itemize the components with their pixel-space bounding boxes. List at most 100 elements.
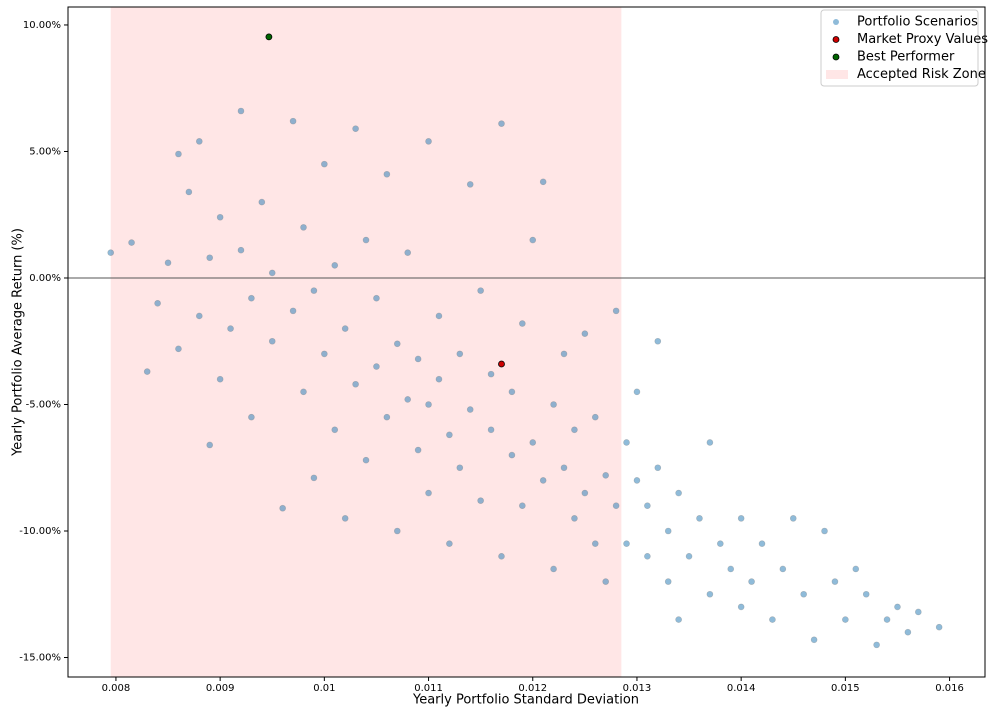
- scenario-point: [737, 603, 745, 611]
- scenario-point: [508, 388, 516, 396]
- scenario-point: [258, 198, 266, 206]
- legend-label: Portfolio Scenarios: [857, 15, 978, 30]
- scenario-point: [414, 355, 422, 363]
- scenario-point: [237, 107, 245, 115]
- scenario-point: [154, 299, 161, 307]
- scenario-point: [758, 540, 766, 547]
- scenario-point: [487, 370, 495, 378]
- scenario-point: [706, 590, 714, 598]
- scenario-point: [664, 527, 672, 535]
- scenario-point: [268, 337, 276, 345]
- legend-label: Market Proxy Values: [857, 32, 988, 47]
- scenario-point: [508, 451, 516, 459]
- scenario-point: [560, 464, 568, 472]
- scenario-point: [300, 388, 307, 396]
- scenario-point: [904, 628, 912, 636]
- scenario-point: [560, 350, 568, 358]
- x-tick-label: 0.011: [414, 683, 443, 694]
- scenario-point: [446, 431, 453, 439]
- legend-label: Accepted Risk Zone: [857, 67, 986, 82]
- scenario-point: [404, 249, 412, 256]
- scenario-point: [873, 641, 880, 649]
- scenario-point: [675, 489, 682, 497]
- scenario-point: [831, 578, 839, 585]
- scenario-point: [248, 413, 255, 421]
- scenario-point: [633, 477, 641, 484]
- legend-marker: [833, 19, 839, 25]
- scenario-point: [362, 456, 370, 464]
- scenario-point: [654, 337, 662, 345]
- scenario-point: [654, 464, 662, 472]
- scenario-point: [466, 181, 474, 188]
- scenario-point: [466, 406, 474, 413]
- scenario-point: [331, 262, 339, 269]
- scenario-point: [852, 565, 860, 573]
- scenario-point: [800, 590, 807, 598]
- scenario-point: [696, 515, 703, 522]
- scenario-point: [842, 616, 849, 623]
- y-axis-label: Yearly Portfolio Average Return (%): [11, 228, 26, 457]
- scenario-point: [143, 368, 151, 375]
- scenario-point: [498, 120, 505, 127]
- scenario-point: [362, 236, 370, 244]
- scenario-point: [894, 603, 901, 611]
- x-tick-label: 0.01: [313, 683, 335, 694]
- legend-swatch: [826, 70, 848, 79]
- legend-marker: [832, 36, 840, 43]
- x-tick-label: 0.008: [102, 683, 131, 694]
- scenario-point: [404, 396, 412, 403]
- scenario-point: [216, 213, 224, 221]
- scenario-point: [227, 325, 234, 332]
- scenario-point: [195, 312, 203, 320]
- scenario-point: [571, 426, 578, 434]
- scenario-point: [706, 439, 714, 446]
- y-tick-label: 10.00%: [23, 20, 61, 31]
- scenario-point: [477, 287, 484, 294]
- scenario-point: [164, 259, 172, 267]
- scenario-point: [268, 269, 276, 277]
- scenario-point: [446, 540, 453, 547]
- scenario-point: [321, 350, 328, 358]
- y-tick-label: 0.00%: [29, 273, 61, 284]
- scenario-point: [128, 239, 135, 246]
- scenario-point: [789, 515, 797, 522]
- scenario-point: [737, 515, 745, 522]
- scenario-point: [633, 388, 641, 396]
- scenario-point: [519, 320, 526, 327]
- scenario-point: [341, 515, 349, 522]
- scenario-point: [550, 565, 557, 573]
- scenario-point: [352, 125, 359, 133]
- scenario-point: [675, 616, 682, 623]
- scenario-point: [727, 565, 735, 573]
- scenario-point: [539, 178, 547, 186]
- scenario-point: [883, 616, 891, 623]
- scenario-point: [341, 325, 349, 332]
- scenario-point: [612, 307, 620, 315]
- scenario-point: [810, 636, 818, 644]
- scenario-point: [289, 307, 297, 315]
- scenario-point: [331, 426, 339, 434]
- scenario-point: [591, 540, 599, 547]
- highlight-point: [498, 360, 505, 368]
- scenario-point: [664, 578, 672, 585]
- plot-frame: [67, 6, 986, 678]
- y-tick-label: 5.00%: [29, 146, 61, 157]
- scenario-point: [519, 502, 526, 510]
- scenario-point: [195, 138, 203, 145]
- scenario-point: [206, 441, 214, 449]
- scenario-point: [644, 502, 651, 510]
- x-tick-label: 0.009: [206, 683, 235, 694]
- scenario-point: [529, 236, 537, 244]
- scenario-point: [581, 489, 589, 497]
- x-tick-label: 0.013: [623, 683, 652, 694]
- scenario-point: [539, 477, 547, 484]
- scenario-point: [289, 117, 297, 125]
- x-tick-label: 0.012: [518, 683, 547, 694]
- scenario-point: [456, 350, 464, 358]
- scenario-point: [748, 578, 755, 585]
- scenario-point: [602, 578, 609, 585]
- y-tick-label: -5.00%: [26, 399, 61, 410]
- legend-label: Best Performer: [857, 50, 955, 65]
- scenario-point: [717, 540, 724, 547]
